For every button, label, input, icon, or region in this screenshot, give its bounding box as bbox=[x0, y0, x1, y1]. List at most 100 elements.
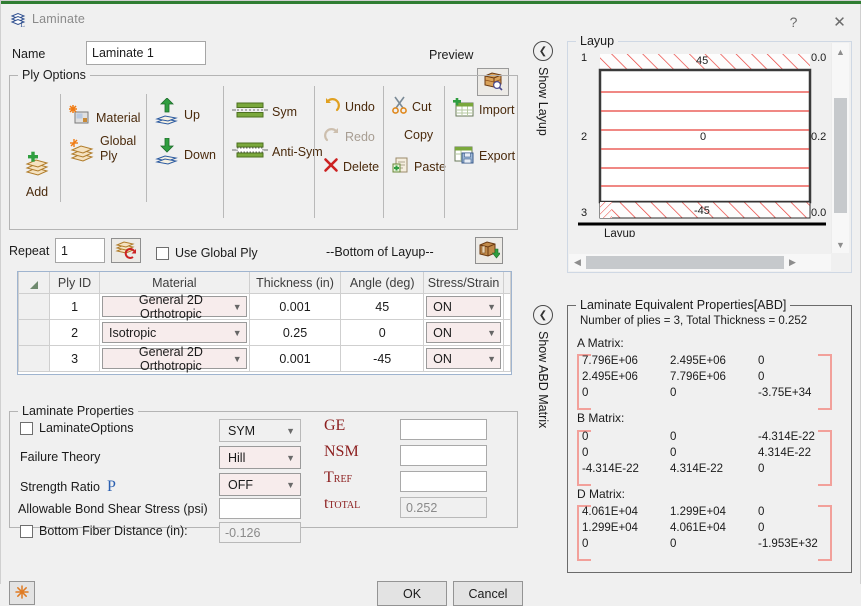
cell-stress-strain-2[interactable]: ON ▼ bbox=[423, 319, 504, 346]
d-matrix-cell-2-1: 0 bbox=[670, 538, 677, 550]
cell-stress-strain-1[interactable]: ON ▼ bbox=[423, 293, 504, 320]
ok-button[interactable]: OK bbox=[377, 581, 447, 606]
move-down-button[interactable]: Down bbox=[154, 137, 216, 171]
nsm-input[interactable] bbox=[400, 445, 487, 466]
table-row[interactable]: 1 General 2D Orthotropic ▼ 0.001 45 bbox=[17, 293, 511, 321]
cell-material-3[interactable]: General 2D Orthotropic ▼ bbox=[99, 345, 250, 373]
svg-text:Layup: Layup bbox=[604, 228, 635, 237]
table-row[interactable]: 2 Isotropic ▼ 0.25 0 O bbox=[17, 319, 511, 346]
copy-button[interactable]: Copy bbox=[404, 128, 433, 142]
material-label: Material bbox=[96, 110, 141, 125]
cell-thickness-3[interactable]: 0.001 bbox=[248, 345, 342, 372]
laminate-options-select[interactable]: SYM ▼ bbox=[219, 419, 301, 442]
svg-text:0.001: 0.001 bbox=[811, 207, 826, 219]
col-header-angle[interactable]: Angle (deg) bbox=[340, 272, 425, 294]
ttotal-input[interactable] bbox=[400, 497, 487, 518]
laminate-options-box[interactable] bbox=[20, 421, 33, 435]
laminate-properties-group: Laminate Properties LaminateOptions SYM … bbox=[9, 404, 518, 543]
cell-pad-1 bbox=[503, 293, 511, 320]
chevron-down-icon: ▼ bbox=[232, 327, 242, 338]
material-button[interactable]: Material bbox=[68, 104, 140, 131]
divider-4 bbox=[314, 86, 315, 218]
table-row[interactable]: 3 General 2D Orthotropic ▼ 0.001 -45 bbox=[17, 345, 511, 373]
repeat-plies-button[interactable] bbox=[111, 238, 141, 263]
global-ply-button[interactable]: Global Ply bbox=[68, 134, 136, 169]
accent-bar bbox=[1, 1, 861, 4]
help-button[interactable]: ? bbox=[789, 13, 798, 30]
preview-label: Preview bbox=[429, 48, 474, 62]
col-header-thickness[interactable]: Thickness (in) bbox=[248, 272, 342, 294]
failure-theory-select[interactable]: Hill ▼ bbox=[219, 446, 301, 469]
chevron-left-icon[interactable]: ◀ bbox=[574, 257, 581, 267]
layup-group: Layup bbox=[567, 34, 852, 273]
cell-angle-1[interactable]: 45 bbox=[340, 293, 425, 320]
anti-sym-button[interactable]: Anti-Sym bbox=[232, 141, 323, 162]
col-header-stress-strain[interactable]: Stress/Strain bbox=[423, 272, 504, 294]
chevron-down-icon[interactable]: ▼ bbox=[836, 239, 845, 250]
export-button[interactable]: Export bbox=[453, 144, 515, 167]
strength-ratio-select[interactable]: OFF ▼ bbox=[219, 473, 301, 496]
col-header-ply-id[interactable]: Ply ID bbox=[49, 272, 101, 294]
cell-angle-2[interactable]: 0 bbox=[340, 319, 425, 346]
move-up-button[interactable]: Up bbox=[154, 97, 200, 131]
laminate-options-checkbox[interactable]: LaminateOptions bbox=[20, 421, 134, 435]
svg-text:1: 1 bbox=[581, 52, 587, 64]
name-input[interactable] bbox=[86, 41, 206, 65]
add-at-bottom-button[interactable] bbox=[475, 237, 503, 264]
chevron-up-icon[interactable]: ▲ bbox=[836, 46, 845, 57]
undo-button[interactable]: Undo bbox=[323, 96, 375, 117]
star-burst-button[interactable] bbox=[9, 581, 35, 605]
layup-diagram[interactable]: 1 45 0.00 2 bbox=[578, 52, 826, 237]
use-global-ply-box[interactable] bbox=[156, 246, 169, 260]
cancel-button[interactable]: Cancel bbox=[453, 581, 523, 606]
b-matrix-cell-1-1: 0 bbox=[670, 447, 677, 459]
paste-button[interactable]: Paste bbox=[392, 156, 446, 177]
layup-horizontal-scrollbar[interactable]: ◀ ▶ bbox=[569, 254, 831, 271]
bottom-fiber-checkbox[interactable]: Bottom Fiber Distance (in): bbox=[20, 524, 188, 538]
row-selector-3[interactable] bbox=[17, 345, 51, 372]
cell-ply-id-3: 3 bbox=[49, 345, 101, 372]
repeat-input[interactable] bbox=[55, 238, 105, 263]
row-selector-2[interactable] bbox=[17, 319, 51, 346]
show-layup-collapse-button[interactable]: ❮ bbox=[533, 41, 553, 61]
col-header-material[interactable]: Material bbox=[99, 272, 250, 294]
col-header-corner[interactable] bbox=[17, 272, 51, 294]
bond-shear-input[interactable] bbox=[219, 498, 301, 519]
tref-input[interactable] bbox=[400, 471, 487, 492]
sym-button[interactable]: Sym bbox=[232, 101, 297, 122]
cut-button[interactable]: Cut bbox=[392, 96, 431, 117]
bottom-fiber-input[interactable] bbox=[219, 522, 301, 543]
hscroll-thumb[interactable] bbox=[586, 256, 784, 269]
cell-angle-3[interactable]: -45 bbox=[340, 345, 425, 372]
delete-button[interactable]: Delete bbox=[323, 157, 379, 176]
ge-input[interactable] bbox=[400, 419, 487, 440]
svg-text:2: 2 bbox=[581, 131, 587, 143]
close-button[interactable]: ✕ bbox=[833, 13, 846, 31]
import-button[interactable]: Import bbox=[453, 97, 514, 121]
chevron-right-icon[interactable]: ▶ bbox=[789, 257, 796, 267]
strength-ratio-value: OFF bbox=[228, 477, 253, 492]
b-matrix-cell-2-2: 0 bbox=[758, 463, 765, 475]
preview-button[interactable] bbox=[477, 68, 509, 96]
cell-thickness-1[interactable]: 0.001 bbox=[248, 293, 342, 320]
cell-ply-id-1: 1 bbox=[49, 293, 101, 320]
cell-pad-2 bbox=[503, 319, 511, 346]
ply-table[interactable]: Ply ID Material Thickness (in) Angle (de… bbox=[17, 271, 512, 375]
p-parameter-icon[interactable]: P bbox=[107, 477, 119, 496]
row-selector-1[interactable] bbox=[17, 293, 51, 320]
cell-thickness-2[interactable]: 0.25 bbox=[248, 319, 342, 346]
use-global-ply-checkbox[interactable]: Use Global Ply bbox=[156, 246, 258, 260]
a-matrix-bracket-right bbox=[818, 354, 832, 410]
cell-material-1[interactable]: General 2D Orthotropic ▼ bbox=[99, 293, 250, 321]
cell-stress-strain-3[interactable]: ON ▼ bbox=[423, 345, 504, 372]
layup-vertical-scrollbar[interactable]: ▲ ▼ bbox=[831, 43, 849, 253]
cell-material-2-value: Isotropic bbox=[109, 325, 157, 340]
bottom-fiber-box[interactable] bbox=[20, 524, 33, 538]
redo-button[interactable]: Redo bbox=[323, 126, 375, 147]
sym-icon bbox=[232, 101, 268, 122]
nsm-label: NSM bbox=[324, 443, 359, 460]
add-ply-button[interactable]: Add bbox=[22, 151, 52, 199]
vscroll-thumb[interactable] bbox=[834, 98, 847, 213]
cell-material-2[interactable]: Isotropic ▼ bbox=[99, 319, 250, 346]
show-abd-collapse-button[interactable]: ❮ bbox=[533, 305, 553, 325]
